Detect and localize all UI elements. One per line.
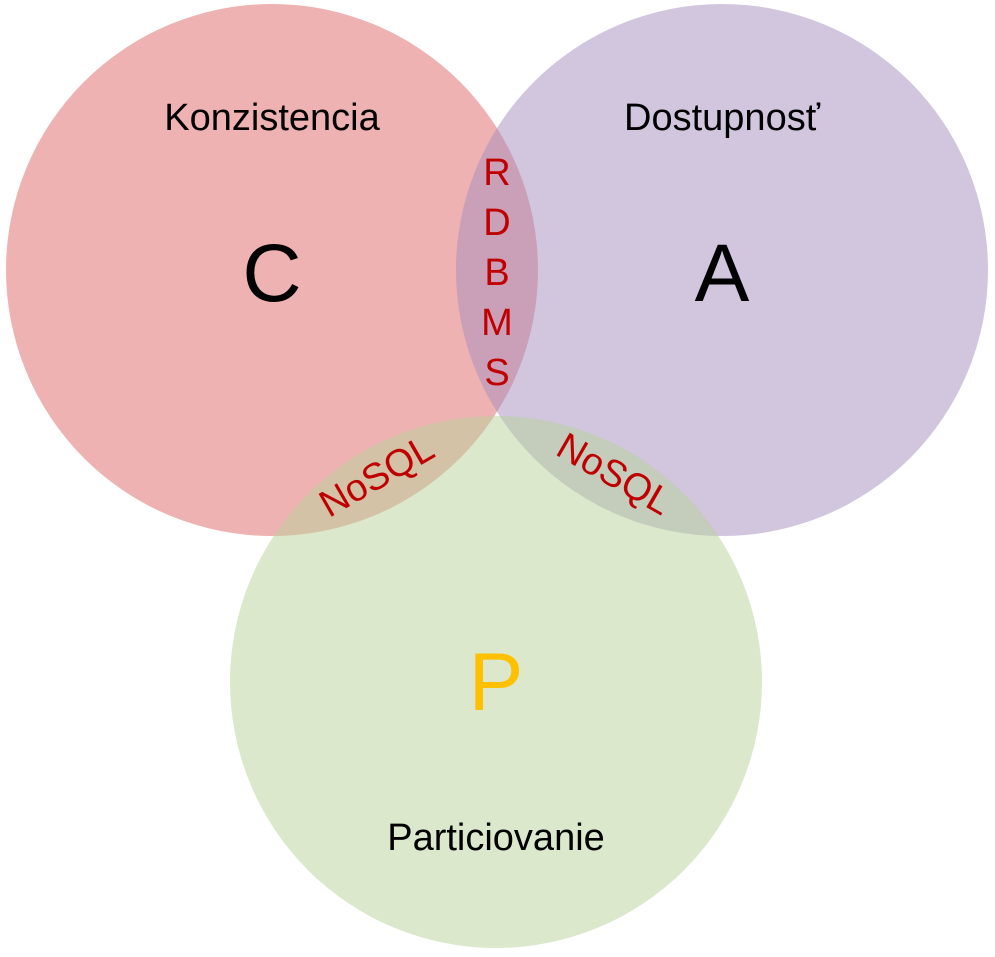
- rdbms-letter: M: [481, 302, 513, 344]
- rdbms-letter: B: [484, 252, 509, 294]
- letter-a: A: [695, 228, 750, 319]
- overlap-ca-rdbms: R D B M S: [481, 152, 513, 394]
- label-consistency: Konzistencia: [164, 97, 380, 139]
- rdbms-letter: D: [483, 202, 510, 244]
- circle-consistency: [6, 4, 538, 536]
- circle-availability: [456, 4, 988, 536]
- letter-p: P: [469, 637, 524, 728]
- letter-c: C: [242, 228, 301, 319]
- label-availability: Dostupnosť: [624, 97, 821, 139]
- label-partitioning: Particiovanie: [387, 817, 605, 859]
- rdbms-letter: S: [484, 352, 509, 394]
- rdbms-letter: R: [483, 152, 510, 194]
- circle-partitioning: [230, 416, 762, 948]
